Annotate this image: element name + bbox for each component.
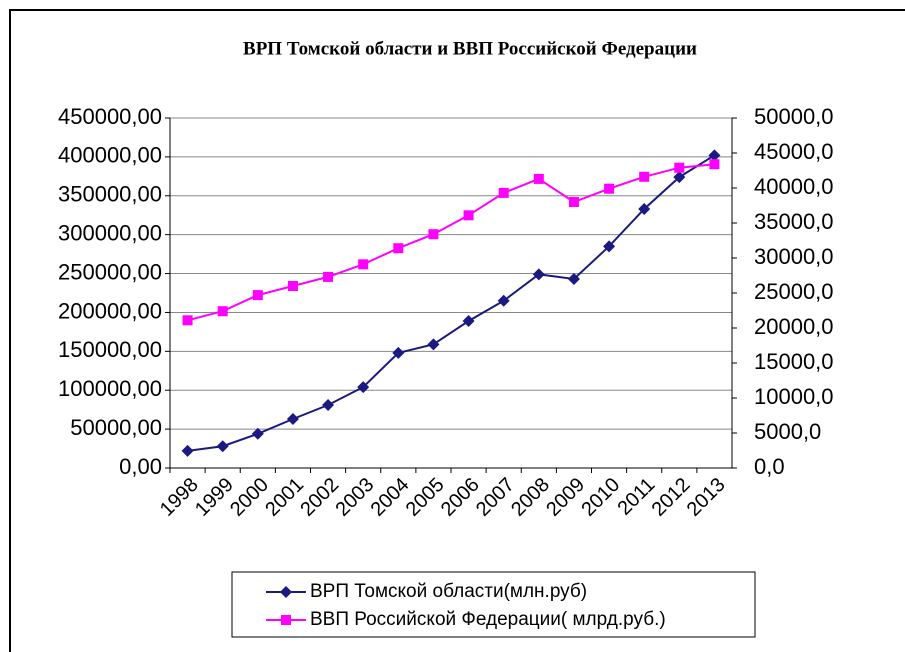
x-tick-label: 2000 — [226, 474, 273, 521]
legend-box — [231, 571, 756, 638]
y2-tick-label: 50000,0 — [754, 104, 834, 129]
data-point — [708, 149, 721, 162]
x-tick-label: 2005 — [402, 474, 449, 521]
data-point — [428, 229, 439, 240]
y2-tick-label: 10000,0 — [754, 384, 834, 409]
x-tick-label: 2011 — [613, 474, 659, 520]
x-tick-label: 2006 — [437, 474, 484, 521]
data-point — [286, 413, 299, 425]
y-tick-label: 0,00 — [119, 454, 162, 479]
y2-tick-label: 15000,0 — [754, 349, 834, 374]
legend-label: ВВП Российской Федерации( млрд.руб.) — [310, 609, 666, 630]
data-point — [216, 440, 229, 453]
y-tick-label: 250000,00 — [58, 259, 162, 284]
data-point — [287, 281, 298, 291]
data-point — [639, 171, 650, 182]
x-tick-label: 2007 — [472, 474, 519, 521]
x-tick-label: 2013 — [683, 474, 730, 521]
legend-label: ВРП Томской области(млн.руб) — [310, 581, 587, 602]
x-tick-label: 2002 — [296, 474, 343, 521]
y-tick-label: 150000,00 — [58, 337, 162, 362]
y2-tick-label: 5000,0 — [754, 419, 821, 444]
y2-tick-label: 20000,0 — [754, 314, 834, 339]
data-point — [427, 338, 440, 351]
y-tick-label: 350000,00 — [58, 182, 162, 207]
x-tick-label: 2012 — [648, 474, 695, 521]
y2-tick-label: 25000,0 — [754, 279, 834, 304]
data-point — [603, 240, 616, 253]
chart-title: ВРП Томской области и ВВП Российской Фед… — [243, 38, 697, 59]
y2-tick-label: 40000,0 — [754, 174, 834, 199]
data-point — [182, 315, 193, 326]
data-point — [709, 159, 720, 170]
data-point — [181, 444, 194, 457]
data-point — [217, 306, 228, 317]
data-point — [567, 273, 580, 285]
y-tick-label: 200000,00 — [58, 298, 162, 323]
data-point — [673, 171, 686, 184]
y-tick-label: 400000,00 — [58, 143, 162, 168]
data-point — [532, 268, 545, 281]
x-tick-label: 1999 — [191, 474, 238, 521]
x-tick-label: 2003 — [331, 474, 378, 521]
data-point — [497, 294, 510, 307]
y-tick-label: 450000,00 — [58, 104, 162, 129]
x-tick-label: 2009 — [542, 474, 589, 521]
data-point — [392, 346, 405, 359]
data-point — [252, 290, 263, 301]
x-tick-label: 2008 — [507, 474, 554, 521]
y-tick-label: 50000,00 — [70, 415, 162, 440]
x-tick-label: 2001 — [261, 474, 308, 521]
x-tick-label: 2010 — [577, 474, 624, 521]
data-point — [674, 162, 685, 173]
series-line — [187, 163, 715, 322]
y-tick-label: 100000,00 — [58, 376, 162, 401]
series-line — [187, 154, 715, 452]
data-point — [498, 187, 509, 198]
legend-marker — [281, 615, 291, 625]
data-point — [251, 427, 264, 440]
data-point — [463, 210, 474, 221]
data-point — [358, 259, 369, 270]
y2-tick-label: 30000,0 — [754, 244, 834, 269]
chart-frame — [9, 9, 905, 652]
data-point — [568, 197, 579, 207]
data-point — [638, 203, 651, 215]
y2-tick-label: 35000,0 — [754, 209, 834, 234]
data-point — [357, 381, 370, 394]
x-tick-label: 1998 — [156, 474, 203, 521]
data-point — [323, 271, 334, 282]
data-point — [393, 243, 404, 254]
y2-tick-label: 45000,0 — [754, 139, 834, 164]
legend-marker — [280, 586, 292, 598]
y-tick-label: 300000,00 — [58, 220, 162, 245]
data-point — [322, 399, 335, 411]
y2-tick-label: 0,0 — [754, 454, 785, 479]
data-point — [604, 183, 615, 194]
x-tick-label: 2004 — [367, 474, 414, 521]
data-point — [533, 173, 544, 184]
data-point — [462, 315, 475, 327]
